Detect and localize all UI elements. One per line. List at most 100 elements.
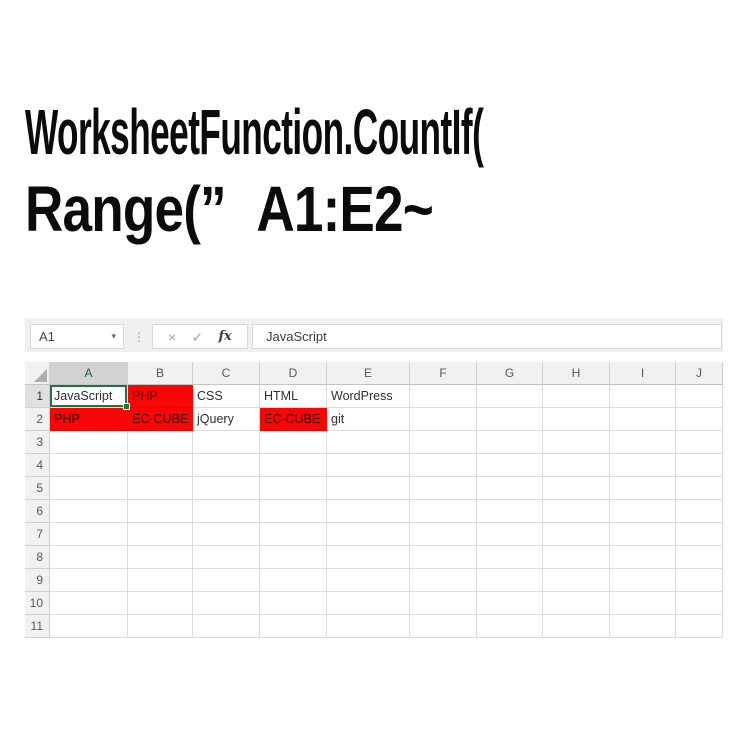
cell-J7[interactable] [676, 523, 723, 546]
column-header-J[interactable]: J [676, 362, 723, 385]
row-header-2[interactable]: 2 [25, 408, 50, 431]
cell-D5[interactable] [260, 477, 327, 500]
cell-B3[interactable] [128, 431, 193, 454]
cell-H3[interactable] [543, 431, 610, 454]
column-header-B[interactable]: B [128, 362, 193, 385]
cell-C10[interactable] [193, 592, 260, 615]
cell-J8[interactable] [676, 546, 723, 569]
cell-H6[interactable] [543, 500, 610, 523]
cell-D6[interactable] [260, 500, 327, 523]
column-header-D[interactable]: D [260, 362, 327, 385]
cell-E5[interactable] [327, 477, 410, 500]
column-header-E[interactable]: E [327, 362, 410, 385]
cell-C3[interactable] [193, 431, 260, 454]
cell-A11[interactable] [50, 615, 128, 638]
cell-G10[interactable] [477, 592, 543, 615]
row-header-4[interactable]: 4 [25, 454, 50, 477]
cell-F4[interactable] [410, 454, 477, 477]
cell-J3[interactable] [676, 431, 723, 454]
cell-I10[interactable] [610, 592, 676, 615]
row-header-7[interactable]: 7 [25, 523, 50, 546]
cell-G1[interactable] [477, 385, 543, 408]
name-box-dropdown-icon[interactable]: ▾ [111, 331, 116, 341]
cell-I9[interactable] [610, 569, 676, 592]
cell-D7[interactable] [260, 523, 327, 546]
cell-A8[interactable] [50, 546, 128, 569]
cell-J2[interactable] [676, 408, 723, 431]
cell-F1[interactable] [410, 385, 477, 408]
cell-J1[interactable] [676, 385, 723, 408]
cell-I3[interactable] [610, 431, 676, 454]
cell-B4[interactable] [128, 454, 193, 477]
cell-G3[interactable] [477, 431, 543, 454]
cancel-icon[interactable]: × [168, 328, 177, 345]
cell-A1[interactable]: JavaScript [50, 385, 130, 410]
cell-H4[interactable] [543, 454, 610, 477]
column-header-F[interactable]: F [410, 362, 477, 385]
cell-E2[interactable]: git [327, 408, 410, 431]
cell-I1[interactable] [610, 385, 676, 408]
cell-B6[interactable] [128, 500, 193, 523]
cell-E11[interactable] [327, 615, 410, 638]
cell-F6[interactable] [410, 500, 477, 523]
cell-A2[interactable]: PHP [50, 408, 128, 431]
cell-G8[interactable] [477, 546, 543, 569]
cell-G9[interactable] [477, 569, 543, 592]
row-header-6[interactable]: 6 [25, 500, 50, 523]
cell-C7[interactable] [193, 523, 260, 546]
cell-A4[interactable] [50, 454, 128, 477]
row-header-3[interactable]: 3 [25, 431, 50, 454]
cell-F5[interactable] [410, 477, 477, 500]
cell-C4[interactable] [193, 454, 260, 477]
cell-F9[interactable] [410, 569, 477, 592]
row-header-1[interactable]: 1 [25, 385, 50, 408]
cell-G4[interactable] [477, 454, 543, 477]
cell-H10[interactable] [543, 592, 610, 615]
cell-C2[interactable]: jQuery [193, 408, 260, 431]
cell-D1[interactable]: HTML [260, 385, 327, 408]
cell-J5[interactable] [676, 477, 723, 500]
cell-A6[interactable] [50, 500, 128, 523]
cell-H2[interactable] [543, 408, 610, 431]
cell-C8[interactable] [193, 546, 260, 569]
cell-D3[interactable] [260, 431, 327, 454]
cell-D9[interactable] [260, 569, 327, 592]
cell-I2[interactable] [610, 408, 676, 431]
cell-H1[interactable] [543, 385, 610, 408]
cell-B9[interactable] [128, 569, 193, 592]
cell-I7[interactable] [610, 523, 676, 546]
cell-D10[interactable] [260, 592, 327, 615]
cell-H5[interactable] [543, 477, 610, 500]
cell-G2[interactable] [477, 408, 543, 431]
cell-F10[interactable] [410, 592, 477, 615]
cell-I8[interactable] [610, 546, 676, 569]
cell-I5[interactable] [610, 477, 676, 500]
cell-B1[interactable]: PHP [128, 385, 193, 408]
cell-G6[interactable] [477, 500, 543, 523]
cell-F8[interactable] [410, 546, 477, 569]
cell-B11[interactable] [128, 615, 193, 638]
cell-E1[interactable]: WordPress [327, 385, 410, 408]
cell-A9[interactable] [50, 569, 128, 592]
cell-C9[interactable] [193, 569, 260, 592]
cell-E10[interactable] [327, 592, 410, 615]
cell-J4[interactable] [676, 454, 723, 477]
cell-H9[interactable] [543, 569, 610, 592]
cell-A10[interactable] [50, 592, 128, 615]
cell-J11[interactable] [676, 615, 723, 638]
cell-D2[interactable]: EC-CUBE [260, 408, 327, 431]
cell-B5[interactable] [128, 477, 193, 500]
cell-J10[interactable] [676, 592, 723, 615]
cell-E9[interactable] [327, 569, 410, 592]
cell-F11[interactable] [410, 615, 477, 638]
cell-I6[interactable] [610, 500, 676, 523]
cell-D4[interactable] [260, 454, 327, 477]
insert-function-icon[interactable]: fx [218, 329, 232, 344]
row-header-11[interactable]: 11 [25, 615, 50, 638]
cell-F7[interactable] [410, 523, 477, 546]
column-header-H[interactable]: H [543, 362, 610, 385]
cell-C11[interactable] [193, 615, 260, 638]
cell-E7[interactable] [327, 523, 410, 546]
cell-D8[interactable] [260, 546, 327, 569]
cell-E6[interactable] [327, 500, 410, 523]
